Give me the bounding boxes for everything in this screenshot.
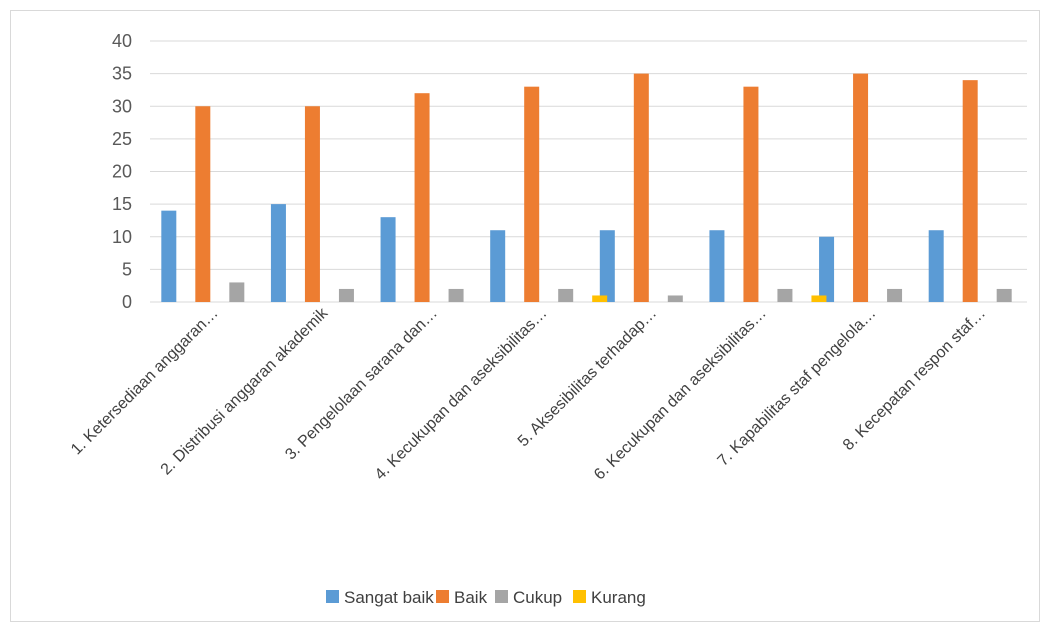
y-tick-label: 25 [112, 129, 132, 149]
legend: Sangat baik Baik Cukup Kurang [326, 588, 646, 607]
legend-swatch [436, 590, 449, 603]
gridlines [150, 40, 1027, 303]
x-category-label: 4. Kecukupan dan aseksibilitas… [372, 305, 551, 484]
y-tick-label: 10 [112, 227, 132, 247]
legend-swatch [495, 590, 508, 603]
x-category-label: 6. Kecukupan dan aseksibilitas… [591, 305, 770, 484]
legend-label: Sangat baik [344, 588, 434, 607]
bar-baik [743, 86, 759, 302]
legend-swatch [326, 590, 339, 603]
bar-cukup [667, 295, 683, 302]
bar-kurang [592, 295, 608, 302]
bar-sangat-baik [490, 230, 506, 302]
y-tick-label: 20 [112, 162, 132, 182]
y-tick-label: 35 [112, 64, 132, 84]
legend-label: Cukup [513, 588, 562, 607]
y-tick-label: 0 [122, 292, 132, 312]
y-tick-label: 5 [122, 259, 132, 279]
bar-baik [414, 93, 430, 302]
legend-swatch [573, 590, 586, 603]
bar-kurang [811, 295, 827, 302]
x-axis-labels: 1. Ketersediaan anggaran…2. Distribusi a… [68, 304, 989, 483]
bar-sangat-baik [709, 230, 725, 302]
bar-sangat-baik [161, 210, 177, 302]
bar-cukup [777, 288, 793, 302]
y-axis-ticks: 0 5 10 15 20 25 30 35 40 [112, 31, 132, 312]
bar-baik [195, 106, 211, 302]
bar-baik [853, 73, 869, 302]
y-tick-label: 15 [112, 194, 132, 214]
bar-cukup [887, 288, 903, 302]
bar-baik [304, 106, 320, 302]
bar-baik [633, 73, 649, 302]
bar-sangat-baik [270, 204, 286, 302]
bar-cukup [229, 282, 245, 302]
bar-cukup [996, 288, 1012, 302]
bar-sangat-baik [928, 230, 944, 302]
bar-baik [524, 86, 540, 302]
y-tick-label: 30 [112, 96, 132, 116]
bar-cukup [558, 288, 574, 302]
bar-sangat-baik [380, 217, 396, 302]
bar-sangat-baik [819, 236, 835, 302]
bar-baik [962, 80, 978, 303]
bar-cukup [448, 288, 464, 302]
bars [161, 73, 1012, 303]
legend-label: Baik [454, 588, 488, 607]
bar-cukup [338, 288, 354, 302]
legend-label: Kurang [591, 588, 646, 607]
bar-sangat-baik [599, 230, 615, 302]
y-tick-label: 40 [112, 31, 132, 51]
